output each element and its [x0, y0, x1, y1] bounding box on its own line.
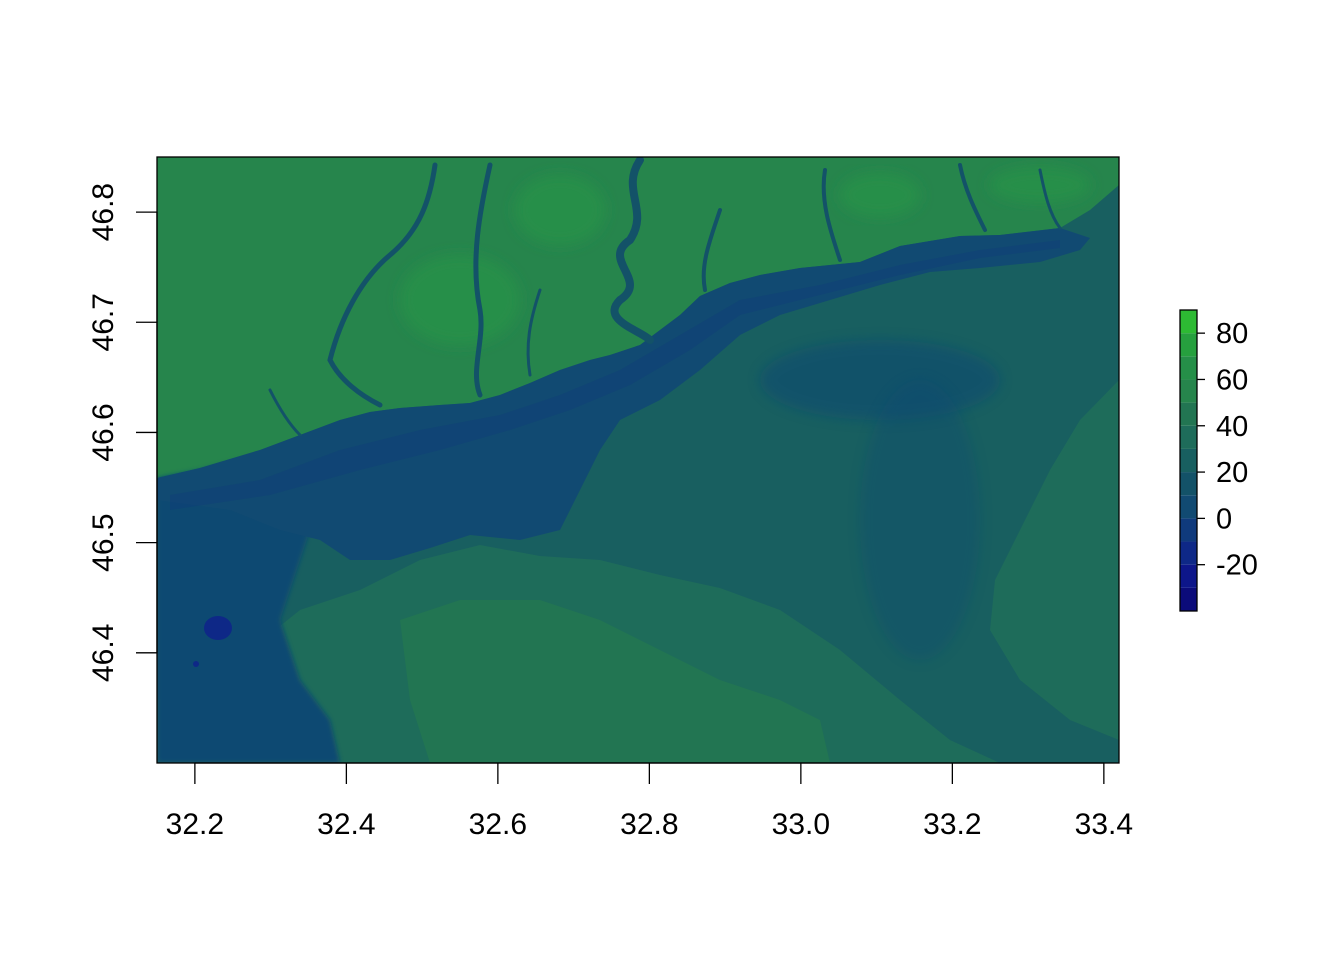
x-tick-label: 33.4	[1075, 808, 1133, 841]
x-tick-label: 32.4	[317, 808, 375, 841]
x-tick-label: 32.8	[620, 808, 678, 841]
legend-tick-label: -20	[1216, 550, 1258, 582]
depression-southwest	[204, 616, 232, 640]
y-tick-label: 46.7	[87, 293, 120, 351]
legend-swatch	[1180, 587, 1197, 611]
river-center	[170, 240, 1060, 510]
legend-swatch	[1180, 310, 1197, 334]
legend-swatch	[1180, 564, 1197, 588]
river-channel	[157, 228, 1090, 560]
color-legend: 80 60 40 20 0 -20	[1179, 309, 1258, 612]
uplands-central	[400, 600, 830, 763]
legend-swatch	[1180, 518, 1197, 542]
legend-tick-label: 20	[1216, 457, 1248, 489]
legend-swatch	[1180, 448, 1197, 473]
land-highlight	[515, 175, 605, 245]
y-axis: 46.4 46.5 46.6 46.7 46.8	[87, 183, 158, 682]
y-tick-label: 46.4	[87, 624, 120, 682]
legend-frame	[1179, 309, 1198, 612]
land-north	[157, 157, 1119, 478]
legend-swatch	[1180, 541, 1197, 565]
land-highlight	[840, 173, 920, 217]
legend-swatch	[1180, 495, 1197, 519]
depression-east	[760, 340, 1000, 420]
land-highlight	[990, 167, 1090, 203]
legend-swatch	[1180, 333, 1197, 357]
legend-swatch	[1180, 379, 1197, 403]
raster-layer	[157, 157, 1119, 763]
depression-east	[860, 380, 980, 660]
legend-tick-label: 60	[1216, 364, 1248, 396]
y-tick-label: 46.5	[87, 513, 120, 571]
legend-swatch	[1180, 356, 1197, 380]
legend-tick-label: 0	[1216, 503, 1232, 535]
depression-southwest	[193, 661, 199, 667]
uplands-east	[990, 380, 1119, 740]
x-tick-label: 33.2	[923, 808, 981, 841]
legend-swatch	[1180, 402, 1197, 426]
tributaries	[268, 157, 1062, 437]
x-tick-label: 32.6	[469, 808, 527, 841]
legend-swatch	[1180, 425, 1197, 449]
x-tick-label: 33.0	[772, 808, 830, 841]
legend-swatch	[1180, 472, 1197, 496]
y-tick-label: 46.8	[87, 183, 120, 241]
legend-tick-label: 40	[1216, 411, 1248, 443]
land-highlight	[400, 255, 520, 345]
x-tick-label: 32.2	[166, 808, 224, 841]
x-axis: 32.2 32.4 32.6 32.8 33.0 33.2 33.4	[166, 762, 1133, 841]
y-tick-label: 46.6	[87, 403, 120, 461]
legend-tick-label: 80	[1216, 318, 1248, 350]
